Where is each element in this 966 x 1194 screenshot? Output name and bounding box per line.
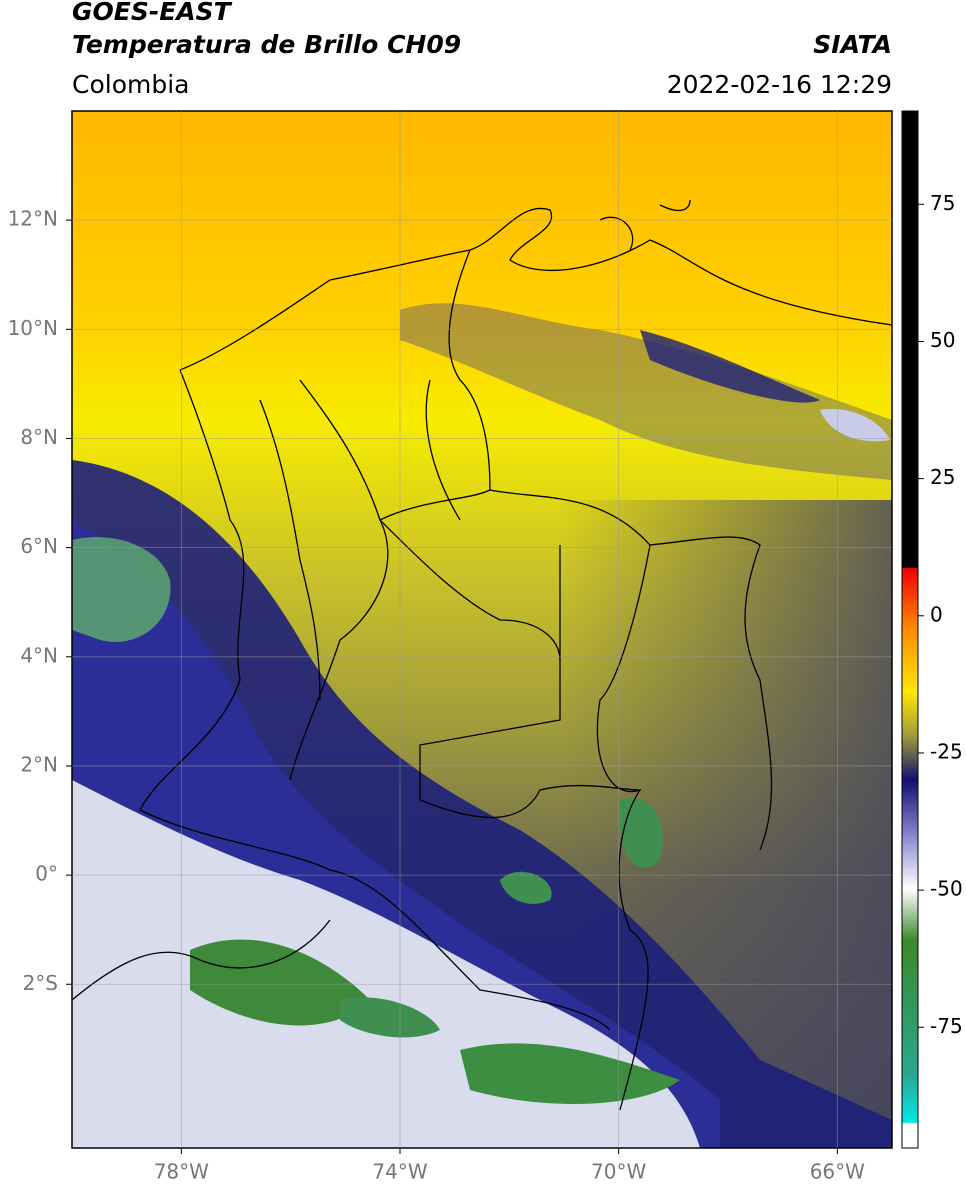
lat-tick-label: 12°N	[8, 207, 58, 231]
map-frame	[71, 110, 893, 1149]
colorbar-tick-label: -75	[930, 1014, 963, 1038]
lon-tick-label: 70°W	[591, 1160, 646, 1184]
colorbar-tick-label: 50	[930, 328, 955, 352]
datetime: 2022-02-16 12:29	[667, 70, 892, 99]
lat-tick-label: 2°S	[23, 971, 58, 995]
source: SIATA	[813, 30, 892, 59]
lon-tick-label: 78°W	[154, 1160, 209, 1184]
title: GOES-EAST	[72, 0, 233, 26]
colorbar-tick-label: 0	[930, 602, 943, 626]
lat-tick-label: 8°N	[20, 425, 58, 449]
colorbar-tick-label: -25	[930, 739, 963, 763]
lon-tick-label: 74°W	[372, 1160, 427, 1184]
lon-tick-label: 66°W	[810, 1160, 865, 1184]
lat-tick-label: 10°N	[8, 316, 58, 340]
lat-tick-label: 0°	[35, 862, 58, 886]
subtitle: Temperatura de Brillo CH09	[72, 30, 461, 59]
colorbar-tick-label: 25	[930, 465, 955, 489]
colorbar	[901, 110, 919, 1149]
colorbar-tick-label: -50	[930, 877, 963, 901]
lat-tick-label: 4°N	[20, 643, 58, 667]
colorbar-tick-label: 75	[930, 191, 955, 215]
region: Colombia	[72, 70, 189, 99]
satellite-image	[72, 111, 892, 1148]
lat-tick-label: 2°N	[20, 752, 58, 776]
lat-tick-label: 6°N	[20, 534, 58, 558]
